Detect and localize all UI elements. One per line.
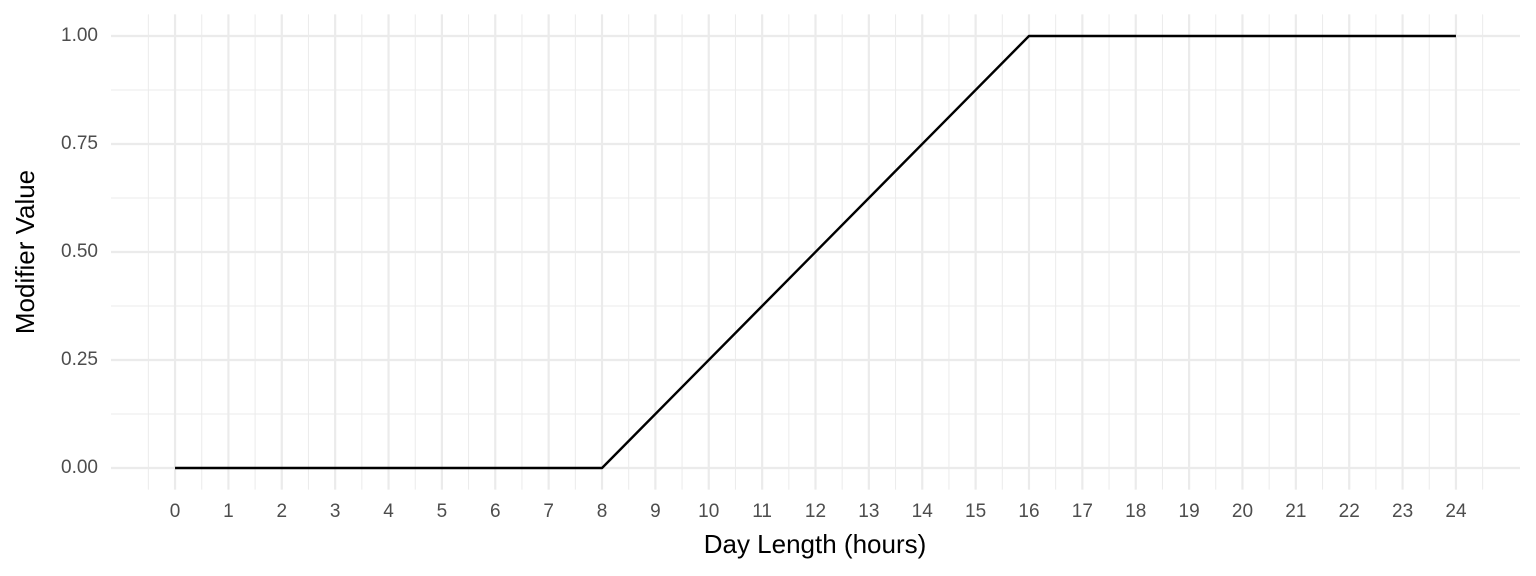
x-tick-label: 3 [330,501,341,522]
x-tick-label: 10 [698,501,719,522]
x-tick-label: 7 [543,501,554,522]
y-tick-label: 0.00 [61,457,98,478]
data-line [175,34,1456,470]
x-tick-label: 1 [223,501,234,522]
x-tick-label: 20 [1232,501,1253,522]
x-tick-label: 8 [597,501,608,522]
x-tick-label: 24 [1445,501,1467,522]
x-tick-label: 14 [912,501,934,522]
x-tick-label: 13 [858,501,879,522]
x-tick-label: 4 [383,501,394,522]
x-tick-label: 2 [276,501,287,522]
y-tick-label: 1.00 [61,25,98,46]
x-tick-label: 21 [1285,501,1306,522]
x-tick-label: 11 [752,501,772,522]
x-tick-label: 9 [650,501,661,522]
x-tick-label: 18 [1125,501,1146,522]
x-tick-label: 16 [1018,501,1039,522]
x-tick-label: 5 [437,501,448,522]
x-tick-label: 12 [805,501,826,522]
x-tick-label: 0 [170,501,181,522]
x-tick-label: 17 [1072,501,1093,522]
x-tick-label: 15 [965,501,986,522]
y-axis-title: Modifier Value [10,170,40,334]
y-tick-label: 0.75 [61,133,98,154]
y-tick-label: 0.50 [61,241,98,262]
x-tick-label: 23 [1392,501,1413,522]
marks [175,34,1456,470]
x-tick-label: 19 [1179,501,1200,522]
x-axis-title: Day Length (hours) [704,529,927,559]
x-tick-label: 22 [1339,501,1360,522]
y-tick-label: 0.25 [61,349,98,370]
x-tick-label: 6 [490,501,501,522]
